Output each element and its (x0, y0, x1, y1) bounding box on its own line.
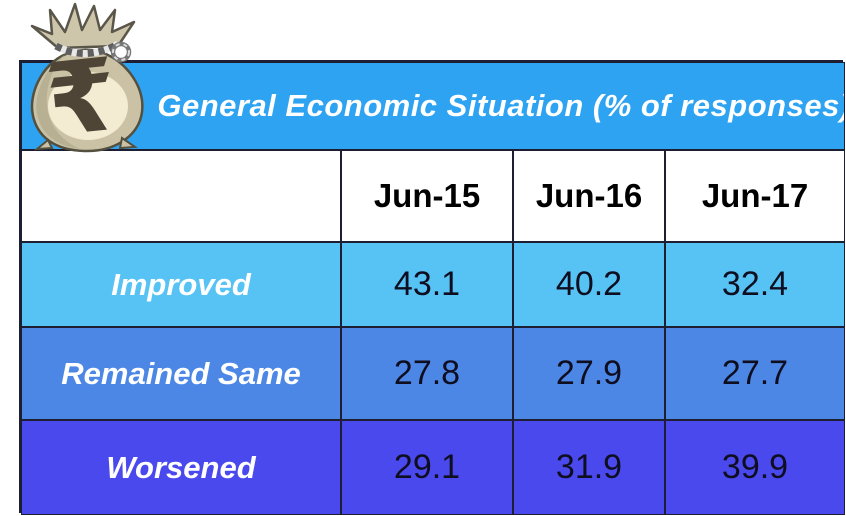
column-header-jun-17: Jun-17 (665, 150, 845, 242)
column-header-jun-16: Jun-16 (513, 150, 665, 242)
money-bag-rupee-icon: ₹ (30, 2, 144, 154)
value-worsened-jun-15: 29.1 (341, 420, 513, 515)
bag-flaps (30, 2, 136, 50)
value-remained-jun-16: 27.9 (513, 327, 665, 420)
rope-loop-highlight (112, 43, 130, 61)
bag-foot-left (33, 138, 54, 151)
bag-shading (36, 54, 80, 149)
row-label-improved: Improved (21, 242, 341, 327)
bag-foot-right (118, 136, 138, 150)
economic-situation-table: General Economic Situation (% of respons… (19, 60, 845, 515)
row-label-worsened: Worsened (21, 420, 341, 515)
value-improved-jun-15: 43.1 (341, 242, 513, 327)
value-remained-jun-15: 27.8 (341, 327, 513, 420)
table-title: General Economic Situation (% of respons… (157, 88, 845, 123)
value-remained-jun-17: 27.7 (665, 327, 845, 420)
value-worsened-jun-17: 39.9 (665, 420, 845, 515)
value-improved-jun-17: 32.4 (665, 242, 845, 327)
value-worsened-jun-16: 31.9 (513, 420, 665, 515)
column-header-jun-15: Jun-15 (341, 150, 513, 242)
corner-cell (21, 150, 341, 242)
bag-highlight (48, 72, 128, 140)
row-label-remained-same: Remained Same (21, 327, 341, 420)
value-improved-jun-16: 40.2 (513, 242, 665, 327)
table-title-bar: General Economic Situation (% of respons… (21, 62, 845, 150)
